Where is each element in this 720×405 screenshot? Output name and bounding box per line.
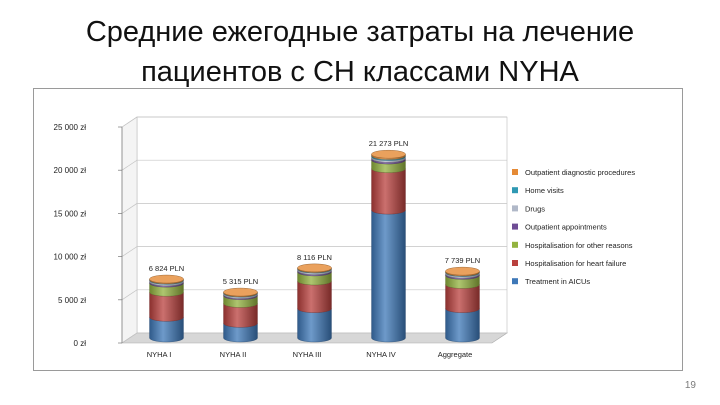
y-tick-label: 15 000 zł	[54, 209, 87, 218]
legend-label: Treatment in AICUs	[525, 277, 590, 286]
legend: Outpatient diagnostic procedures Home vis…	[512, 168, 635, 286]
legend-swatch	[512, 187, 518, 194]
y-axis: 0 zł 5 000 zł 10 000 zł 15 000 zł 20 000 zł 2…	[54, 123, 123, 348]
x-tick-label: NYHA III	[293, 350, 322, 359]
chart-frame: 0 zł 5 000 zł 10 000 zł 15 000 zł 20 000 zł 2…	[33, 88, 683, 371]
bar-segment	[371, 168, 406, 215]
total-label: 21 273 PLN	[369, 139, 409, 148]
legend-label: Outpatient appointments	[525, 223, 607, 232]
legend-swatch	[512, 278, 518, 285]
legend-swatch	[512, 241, 518, 248]
bar-segment	[297, 280, 332, 313]
x-tick-label: NYHA IV	[366, 350, 396, 359]
legend-swatch	[512, 205, 518, 212]
legend-swatch	[512, 223, 518, 230]
legend-label: Home visits	[525, 186, 564, 195]
legend-label: Hospitalisation for heart failure	[525, 259, 626, 268]
bar-top	[149, 274, 184, 284]
legend-label: Hospitalisation for other reasons	[525, 241, 633, 250]
total-label: 5 315 PLN	[223, 277, 258, 286]
slide-title: Средние ежегодные затраты на лечение пац…	[0, 12, 720, 92]
legend-swatch	[512, 169, 518, 175]
y-tick-label: 0 zł	[74, 339, 87, 348]
total-label: 7 739 PLN	[445, 256, 480, 265]
legend-swatch	[512, 260, 518, 266]
bar-segment	[445, 284, 480, 313]
bar-segment	[149, 292, 184, 322]
total-label: 8 116 PLN	[297, 253, 332, 262]
side-wall	[121, 116, 138, 344]
bar-segment	[445, 308, 480, 343]
legend-label: Outpatient diagnostic procedures	[525, 168, 635, 177]
total-labels: 6 824 PLN 5 315 PLN 8 116 PLN 21 273 PLN 7 7…	[149, 139, 480, 286]
slide-title-line2: пациентов с СН классами NYHA	[141, 56, 579, 88]
x-tick-label: NYHA II	[220, 350, 247, 359]
y-tick-label: 25 000 zł	[54, 123, 87, 132]
gridline	[121, 116, 507, 128]
stacked-bar-chart: 0 zł 5 000 zł 10 000 zł 15 000 zł 20 000 zł 2…	[54, 116, 635, 359]
bars	[149, 150, 480, 343]
page-number: 19	[684, 380, 696, 391]
legend-label: Drugs	[525, 204, 545, 213]
bar-top	[223, 287, 258, 297]
bar-top	[445, 266, 480, 276]
slide-title-line1: Средние ежегодные затраты на лечение	[85, 16, 635, 48]
bar-segment	[297, 308, 332, 343]
y-tick-label: 10 000 zł	[54, 253, 87, 262]
x-tick-label: NYHA I	[147, 350, 172, 359]
bar-top	[371, 150, 406, 159]
x-tick-label: Aggregate	[438, 350, 473, 359]
bar-top	[297, 263, 332, 273]
bar-segment	[371, 210, 406, 343]
y-tick-label: 20 000 zł	[54, 166, 87, 175]
y-tick-label: 5 000 zł	[58, 296, 86, 305]
total-label: 6 824 PLN	[149, 264, 184, 273]
x-axis: NYHA I NYHA II NYHA III NYHA IV Aggregate	[147, 350, 473, 359]
